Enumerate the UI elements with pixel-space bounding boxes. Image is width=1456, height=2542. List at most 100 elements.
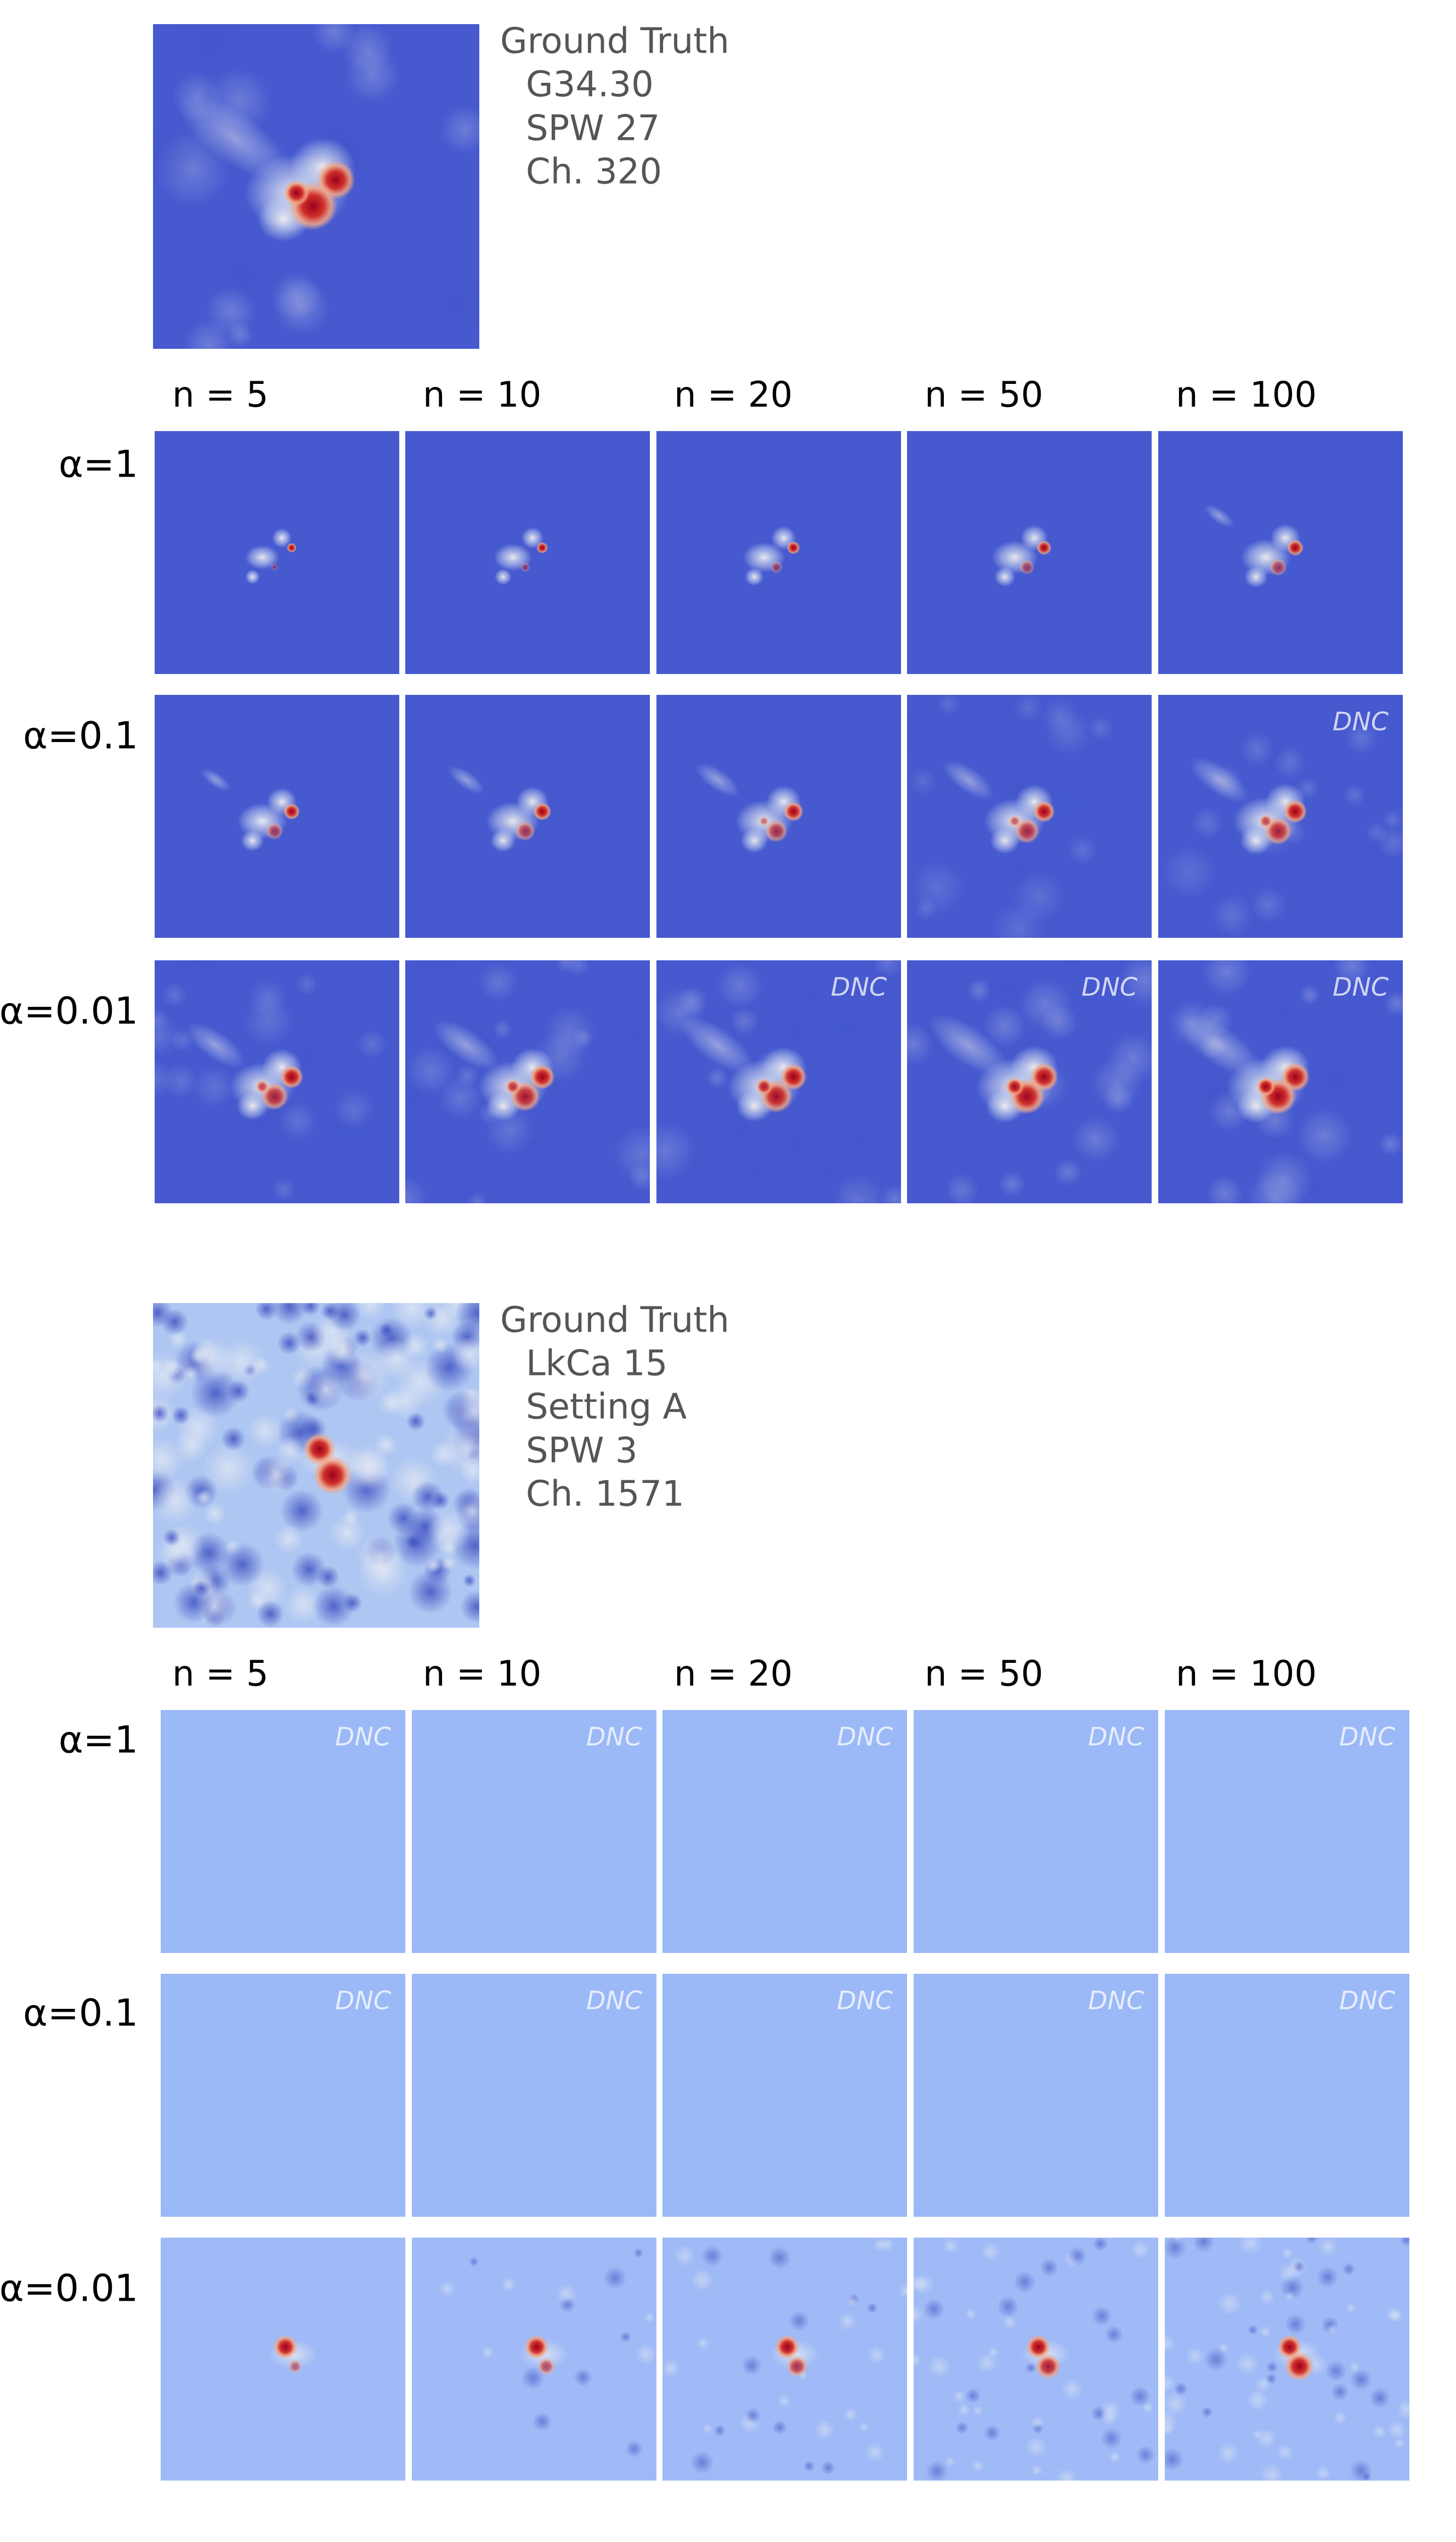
dnc-label: DNC [1081,972,1137,1002]
background [914,1974,1158,2217]
ground-truth-label: LkCa 15 [526,1344,667,1384]
noise [1217,2291,1242,2316]
texture [405,1176,428,1203]
column-label: n = 20 [674,375,792,416]
cloud [490,829,516,852]
texture [1251,965,1276,989]
noise [153,1404,169,1423]
image-panel [914,1974,1158,2217]
noise [1101,2409,1118,2426]
noise [1108,2451,1121,2463]
noise [386,1383,423,1419]
noise [620,2331,632,2343]
noise [455,1303,479,1335]
noise [1316,2465,1331,2481]
texture [627,1163,650,1192]
texture [1067,1079,1091,1102]
noise [1247,2324,1259,2335]
noise [955,2421,969,2435]
texture [610,1007,650,1061]
source [1259,814,1273,828]
noise [662,2359,681,2378]
texture [545,1007,596,1058]
cloud [695,763,740,797]
dnc-label: DNC [1333,707,1389,737]
noise [1387,2420,1406,2439]
source [265,822,284,840]
dnc-label: DNC [837,1986,893,2016]
source [775,2335,800,2359]
noise [1345,2302,1356,2313]
noise [953,2390,966,2403]
source [1009,815,1021,828]
noise [1238,2238,1262,2255]
texture [1299,984,1321,1005]
texture [423,271,479,336]
noise [280,1489,324,1533]
image-panel [1158,431,1403,674]
texture [1119,960,1152,1006]
image-panel [161,1710,405,1953]
texture [355,1107,389,1141]
noise [247,1413,283,1448]
noise [202,1442,254,1494]
noise [1342,2262,1356,2276]
noise [480,2346,494,2359]
noise [460,1590,479,1623]
image-panel [412,1974,656,2217]
noise [408,1569,453,1614]
noise [390,1303,434,1330]
noise [1369,2387,1391,2409]
noise [342,1509,360,1526]
texture [907,766,939,803]
background [662,1710,907,1953]
source [529,1064,555,1090]
texture [331,1115,359,1142]
image-panel [155,960,399,1203]
cloud [236,1092,269,1120]
image-panel [412,2238,656,2481]
dnc-label: DNC [1333,972,1389,1002]
dnc-label: DNC [1088,1722,1144,1752]
noise [914,2353,922,2368]
ground-truth-label: Setting A [526,1387,687,1428]
cloud [245,569,260,585]
image-panel [155,695,399,938]
noise [440,1555,457,1571]
noise [625,2440,643,2458]
source [1035,2353,1061,2380]
texture [272,1177,296,1201]
row-label: α=0.01 [0,2267,138,2311]
image-panel [907,960,1152,1203]
column-label: n = 10 [423,375,541,416]
noise [1393,2437,1406,2449]
noise [161,1308,189,1336]
dnc-label: DNC [1088,1986,1144,2016]
texture [706,1066,728,1089]
ground-truth-label: SPW 27 [526,109,660,149]
source [287,2359,303,2374]
noise [691,2269,714,2292]
texture [660,1140,711,1191]
texture [455,1064,479,1088]
ground-truth-label: Ch. 1571 [526,1474,684,1515]
noise [402,1332,429,1360]
noise [777,2394,791,2408]
noise [977,2352,998,2373]
column-label: n = 100 [1176,375,1317,416]
cloud [433,1020,500,1071]
texture [1206,1175,1243,1203]
noise [843,2408,858,2421]
column-label: n = 20 [674,1654,792,1695]
source [770,561,783,574]
noise [1252,2429,1263,2440]
image-panel [405,695,650,938]
noise [603,2266,627,2290]
cloud [681,1017,755,1074]
source [1287,539,1304,556]
row-label: α=0.1 [23,715,138,758]
noise [635,2343,656,2365]
texture [1202,960,1251,997]
background [161,1710,405,1953]
texture [1239,732,1275,767]
